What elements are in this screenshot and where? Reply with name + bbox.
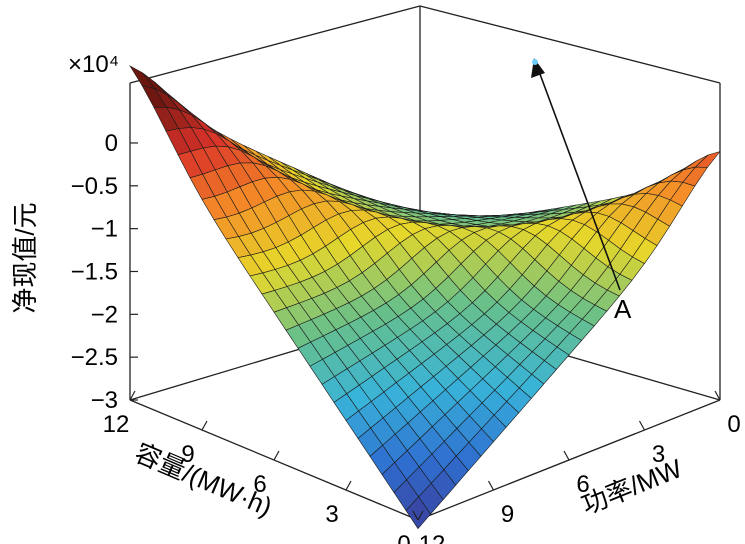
- power-tick-label: 3: [652, 441, 665, 468]
- capacity-tick-label: 12: [103, 411, 130, 438]
- power-tick-label: 6: [576, 471, 589, 498]
- power-tick-label: 0: [727, 411, 740, 438]
- power-tick-mark: [412, 510, 419, 521]
- annotation-point: [532, 59, 538, 65]
- power-tick-label: 9: [501, 501, 514, 528]
- capacity-tick-label: 9: [181, 441, 194, 468]
- z-axis: ×10⁴ 0 −0.5 −1 −1.5 −2 −2.5 −3 净现值/元: [10, 51, 138, 414]
- surface-mesh: [129, 65, 721, 530]
- capacity-tick-label: 3: [325, 501, 338, 528]
- z-tick-label: −2: [91, 301, 118, 328]
- capacity-tick-mark: [201, 420, 208, 431]
- z-tick-label: −2.5: [71, 344, 118, 371]
- box-edge: [419, 5, 721, 84]
- box-edge: [129, 5, 421, 84]
- annotation-arrow: [536, 65, 621, 291]
- annotation-label: A: [614, 294, 632, 324]
- capacity-tick-label: 6: [253, 471, 266, 498]
- power-axis-label: 功率/MW: [577, 453, 686, 520]
- annotation-a: A: [531, 58, 632, 324]
- capacity-tick-mark: [273, 450, 280, 461]
- power-tick-mark: [487, 480, 495, 491]
- capacity-tick-mark: [417, 510, 424, 521]
- z-tick-label: −1: [91, 216, 118, 243]
- z-tick-label: 0: [105, 130, 118, 157]
- surface-cell: [405, 496, 431, 530]
- z-tick-label: −1.5: [71, 258, 118, 285]
- capacity-tick-label: 0: [397, 531, 410, 544]
- power-tick-label: 12: [419, 531, 446, 544]
- capacity-tick-mark: [345, 480, 352, 491]
- z-tick-label: −3: [91, 387, 118, 414]
- power-tick-mark: [638, 420, 646, 431]
- power-tick-mark: [714, 390, 721, 401]
- power-tick-mark: [563, 450, 570, 461]
- z-axis-label: 净现值/元: [10, 202, 40, 313]
- z-tick-label: −0.5: [71, 173, 118, 200]
- capacity-tick-mark: [129, 390, 136, 401]
- z-multiplier-label: ×10⁴: [68, 51, 119, 78]
